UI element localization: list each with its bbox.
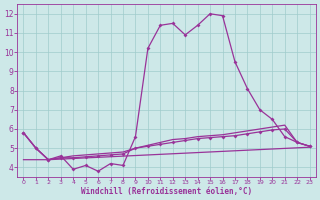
X-axis label: Windchill (Refroidissement éolien,°C): Windchill (Refroidissement éolien,°C) [81,187,252,196]
